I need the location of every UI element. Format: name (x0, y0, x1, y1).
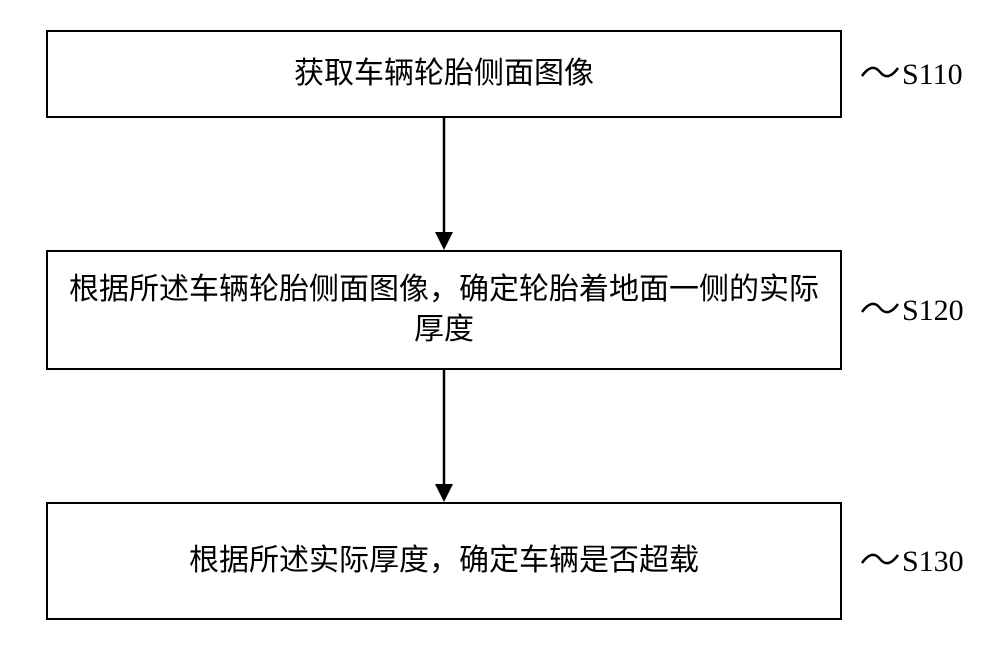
tilde-s120 (860, 296, 900, 320)
arrow-s120-s130 (430, 370, 458, 502)
step-text-s130: 根据所述实际厚度，确定车辆是否超载 (189, 541, 699, 582)
step-label-s110: S110 (902, 58, 963, 92)
flowchart-canvas: 获取车辆轮胎侧面图像 根据所述车辆轮胎侧面图像，确定轮胎着地面一侧的实际厚度 根… (0, 0, 1000, 657)
step-box-s110: 获取车辆轮胎侧面图像 (46, 30, 842, 118)
step-label-s130: S130 (902, 545, 964, 579)
tilde-s110 (860, 60, 900, 84)
tilde-s130 (860, 547, 900, 571)
step-box-s130: 根据所述实际厚度，确定车辆是否超载 (46, 502, 842, 620)
step-text-s120: 根据所述车辆轮胎侧面图像，确定轮胎着地面一侧的实际厚度 (66, 270, 822, 351)
step-text-s110: 获取车辆轮胎侧面图像 (294, 54, 594, 95)
step-box-s120: 根据所述车辆轮胎侧面图像，确定轮胎着地面一侧的实际厚度 (46, 250, 842, 370)
step-label-s120: S120 (902, 294, 964, 328)
arrow-s110-s120 (430, 118, 458, 250)
